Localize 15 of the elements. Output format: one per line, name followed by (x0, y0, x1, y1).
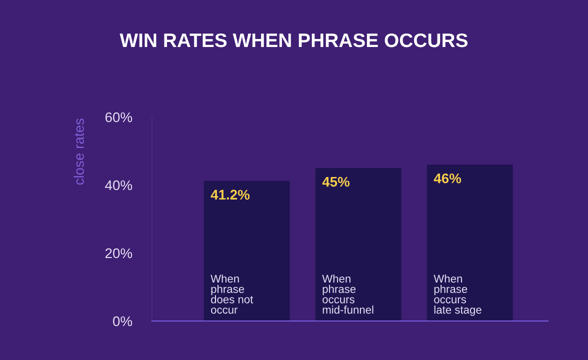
data-label: 45% (322, 176, 350, 187)
y-tick-label: 0% (113, 316, 132, 326)
y-tick-label: 40% (105, 180, 132, 190)
x-tick-label: When phrase does not occur (210, 274, 254, 314)
chart-title: WIN RATES WHEN PHRASE OCCURS (120, 33, 468, 48)
y-tick-label: 20% (105, 248, 132, 258)
data-label: 41.2% (210, 190, 250, 200)
x-tick-label: When phrase occurs late stage (434, 274, 482, 316)
data-label: 46% (434, 173, 462, 184)
bar (315, 168, 402, 321)
bar (204, 180, 290, 321)
y-axis-title: close rates (74, 118, 84, 185)
y-tick-label: 60% (105, 112, 132, 122)
x-tick-label: When phrase occurs mid-funnel (322, 274, 374, 314)
bar (426, 164, 513, 321)
